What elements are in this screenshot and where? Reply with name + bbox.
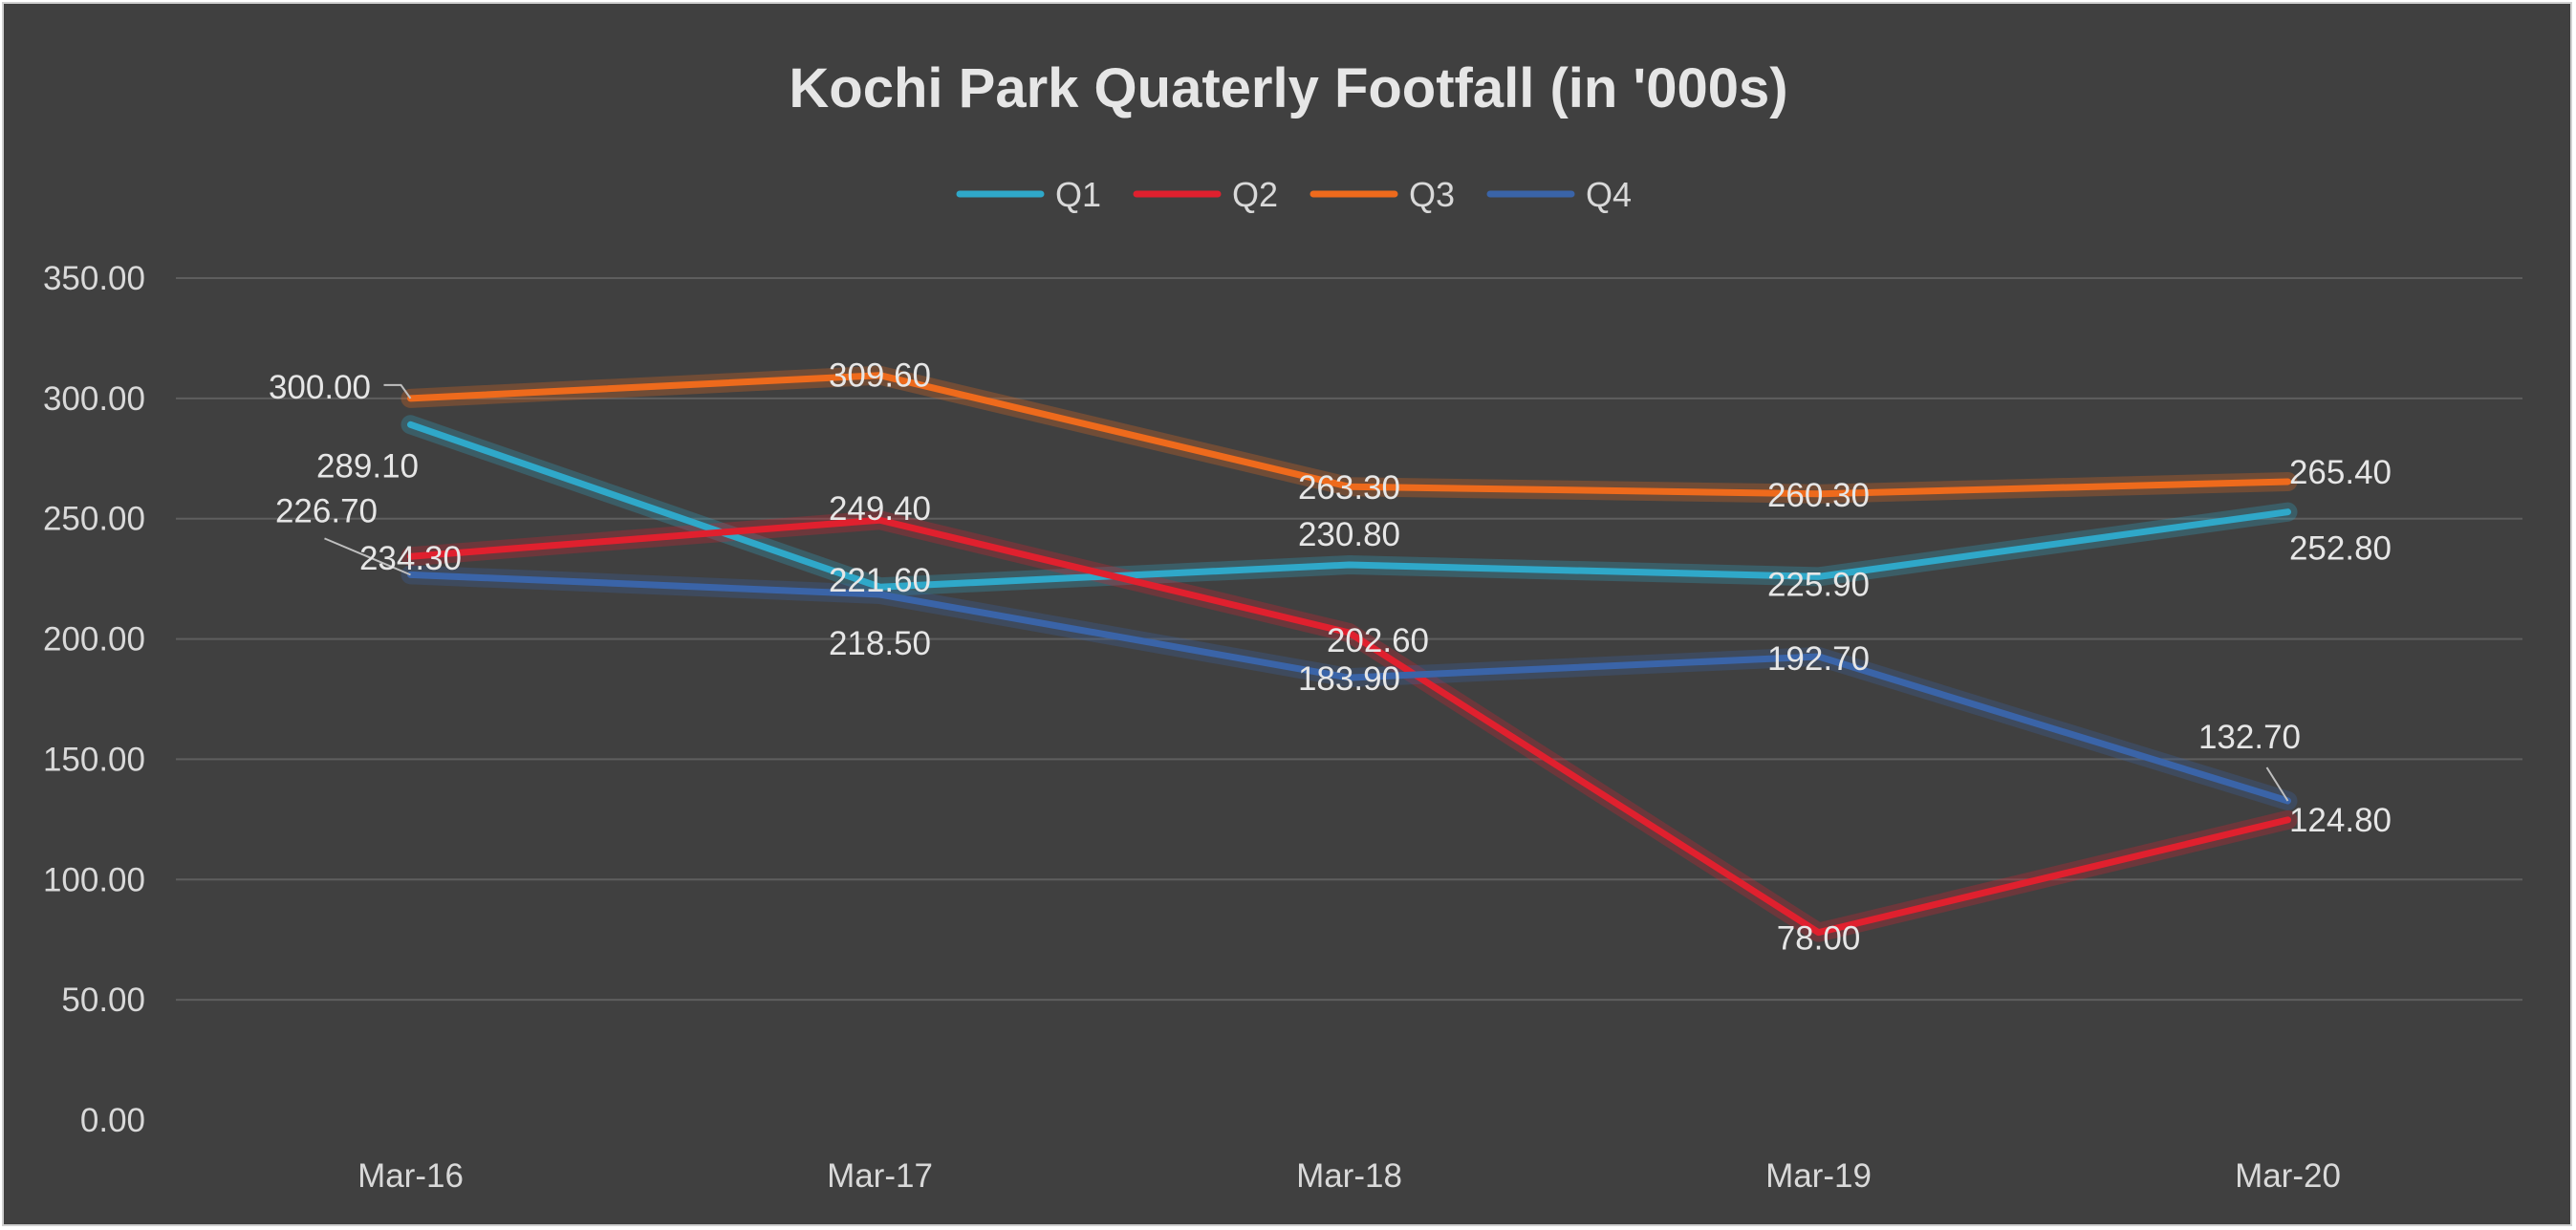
legend-label-q3: Q3: [1409, 175, 1455, 214]
series-line-q2: [407, 516, 2291, 937]
y-tick-label: 100.00: [43, 861, 145, 898]
y-tick-label: 50.00: [61, 982, 145, 1019]
data-label-q2: 234.30: [359, 540, 462, 577]
y-axis: 0.00 50.00 100.00 150.00 200.00 250.00 300.00 3…: [43, 260, 145, 1139]
y-tick-label: 250.00: [43, 501, 145, 538]
y-tick-label: 200.00: [43, 621, 145, 658]
series-line-q4: [407, 571, 2291, 805]
data-label-q3: 263.30: [1298, 469, 1400, 507]
data-label-q2: 124.80: [2289, 802, 2392, 839]
gridlines: [176, 277, 2522, 1002]
x-tick-label: Mar-16: [357, 1157, 464, 1195]
chart-title: Kochi Park Quaterly Footfall (in '000s): [789, 57, 1787, 119]
data-label-q1: 289.10: [316, 447, 419, 485]
x-tick-label: Mar-17: [827, 1157, 933, 1195]
y-tick-label: 300.00: [43, 380, 145, 418]
label-leader-lines: [324, 383, 2289, 802]
x-tick-label: Mar-20: [2235, 1157, 2341, 1195]
data-label-q1: 225.90: [1767, 566, 1870, 603]
leader-line: [2265, 766, 2289, 802]
legend-label-q2: Q2: [1232, 175, 1278, 214]
data-label-q3: 265.40: [2289, 454, 2392, 491]
data-label-q3: 309.60: [829, 357, 931, 395]
data-label-q4: 226.70: [275, 492, 378, 529]
data-label-q2: 249.40: [829, 490, 931, 528]
legend: Q1 Q2 Q3 Q4: [956, 175, 1632, 214]
legend-label-q1: Q1: [1055, 175, 1101, 214]
leader-line: [324, 537, 411, 576]
data-label-q2: 202.60: [1327, 622, 1429, 659]
data-label-q2: 78.00: [1777, 920, 1861, 958]
data-label-q4: 192.70: [1767, 640, 1870, 678]
series-lines: [407, 372, 2291, 937]
y-tick-label: 0.00: [80, 1102, 145, 1139]
y-tick-label: 150.00: [43, 741, 145, 778]
x-tick-label: Mar-18: [1296, 1157, 1402, 1195]
series-line-q3: [407, 372, 2291, 498]
data-label-q4: 218.50: [829, 625, 931, 662]
data-label-q4: 183.90: [1298, 660, 1400, 698]
data-label-q1: 252.80: [2289, 530, 2392, 568]
data-label-q3: 300.00: [269, 369, 371, 406]
data-label-q1: 230.80: [1298, 516, 1400, 553]
x-axis: Mar-16 Mar-17 Mar-18 Mar-19 Mar-20: [357, 1157, 2341, 1195]
x-tick-label: Mar-19: [1765, 1157, 1872, 1195]
legend-label-q4: Q4: [1586, 175, 1632, 214]
leader-line: [383, 383, 412, 399]
y-tick-label: 350.00: [43, 260, 145, 297]
data-label-q4: 132.70: [2198, 719, 2301, 756]
data-label-q1: 221.60: [829, 562, 931, 599]
line-chart: Kochi Park Quaterly Footfall (in '000s) …: [43, 57, 2522, 1195]
data-label-q3: 260.30: [1767, 477, 1870, 514]
data-labels: 289.10 221.60 230.80 225.90 252.80 234.30 249.…: [269, 357, 2392, 958]
